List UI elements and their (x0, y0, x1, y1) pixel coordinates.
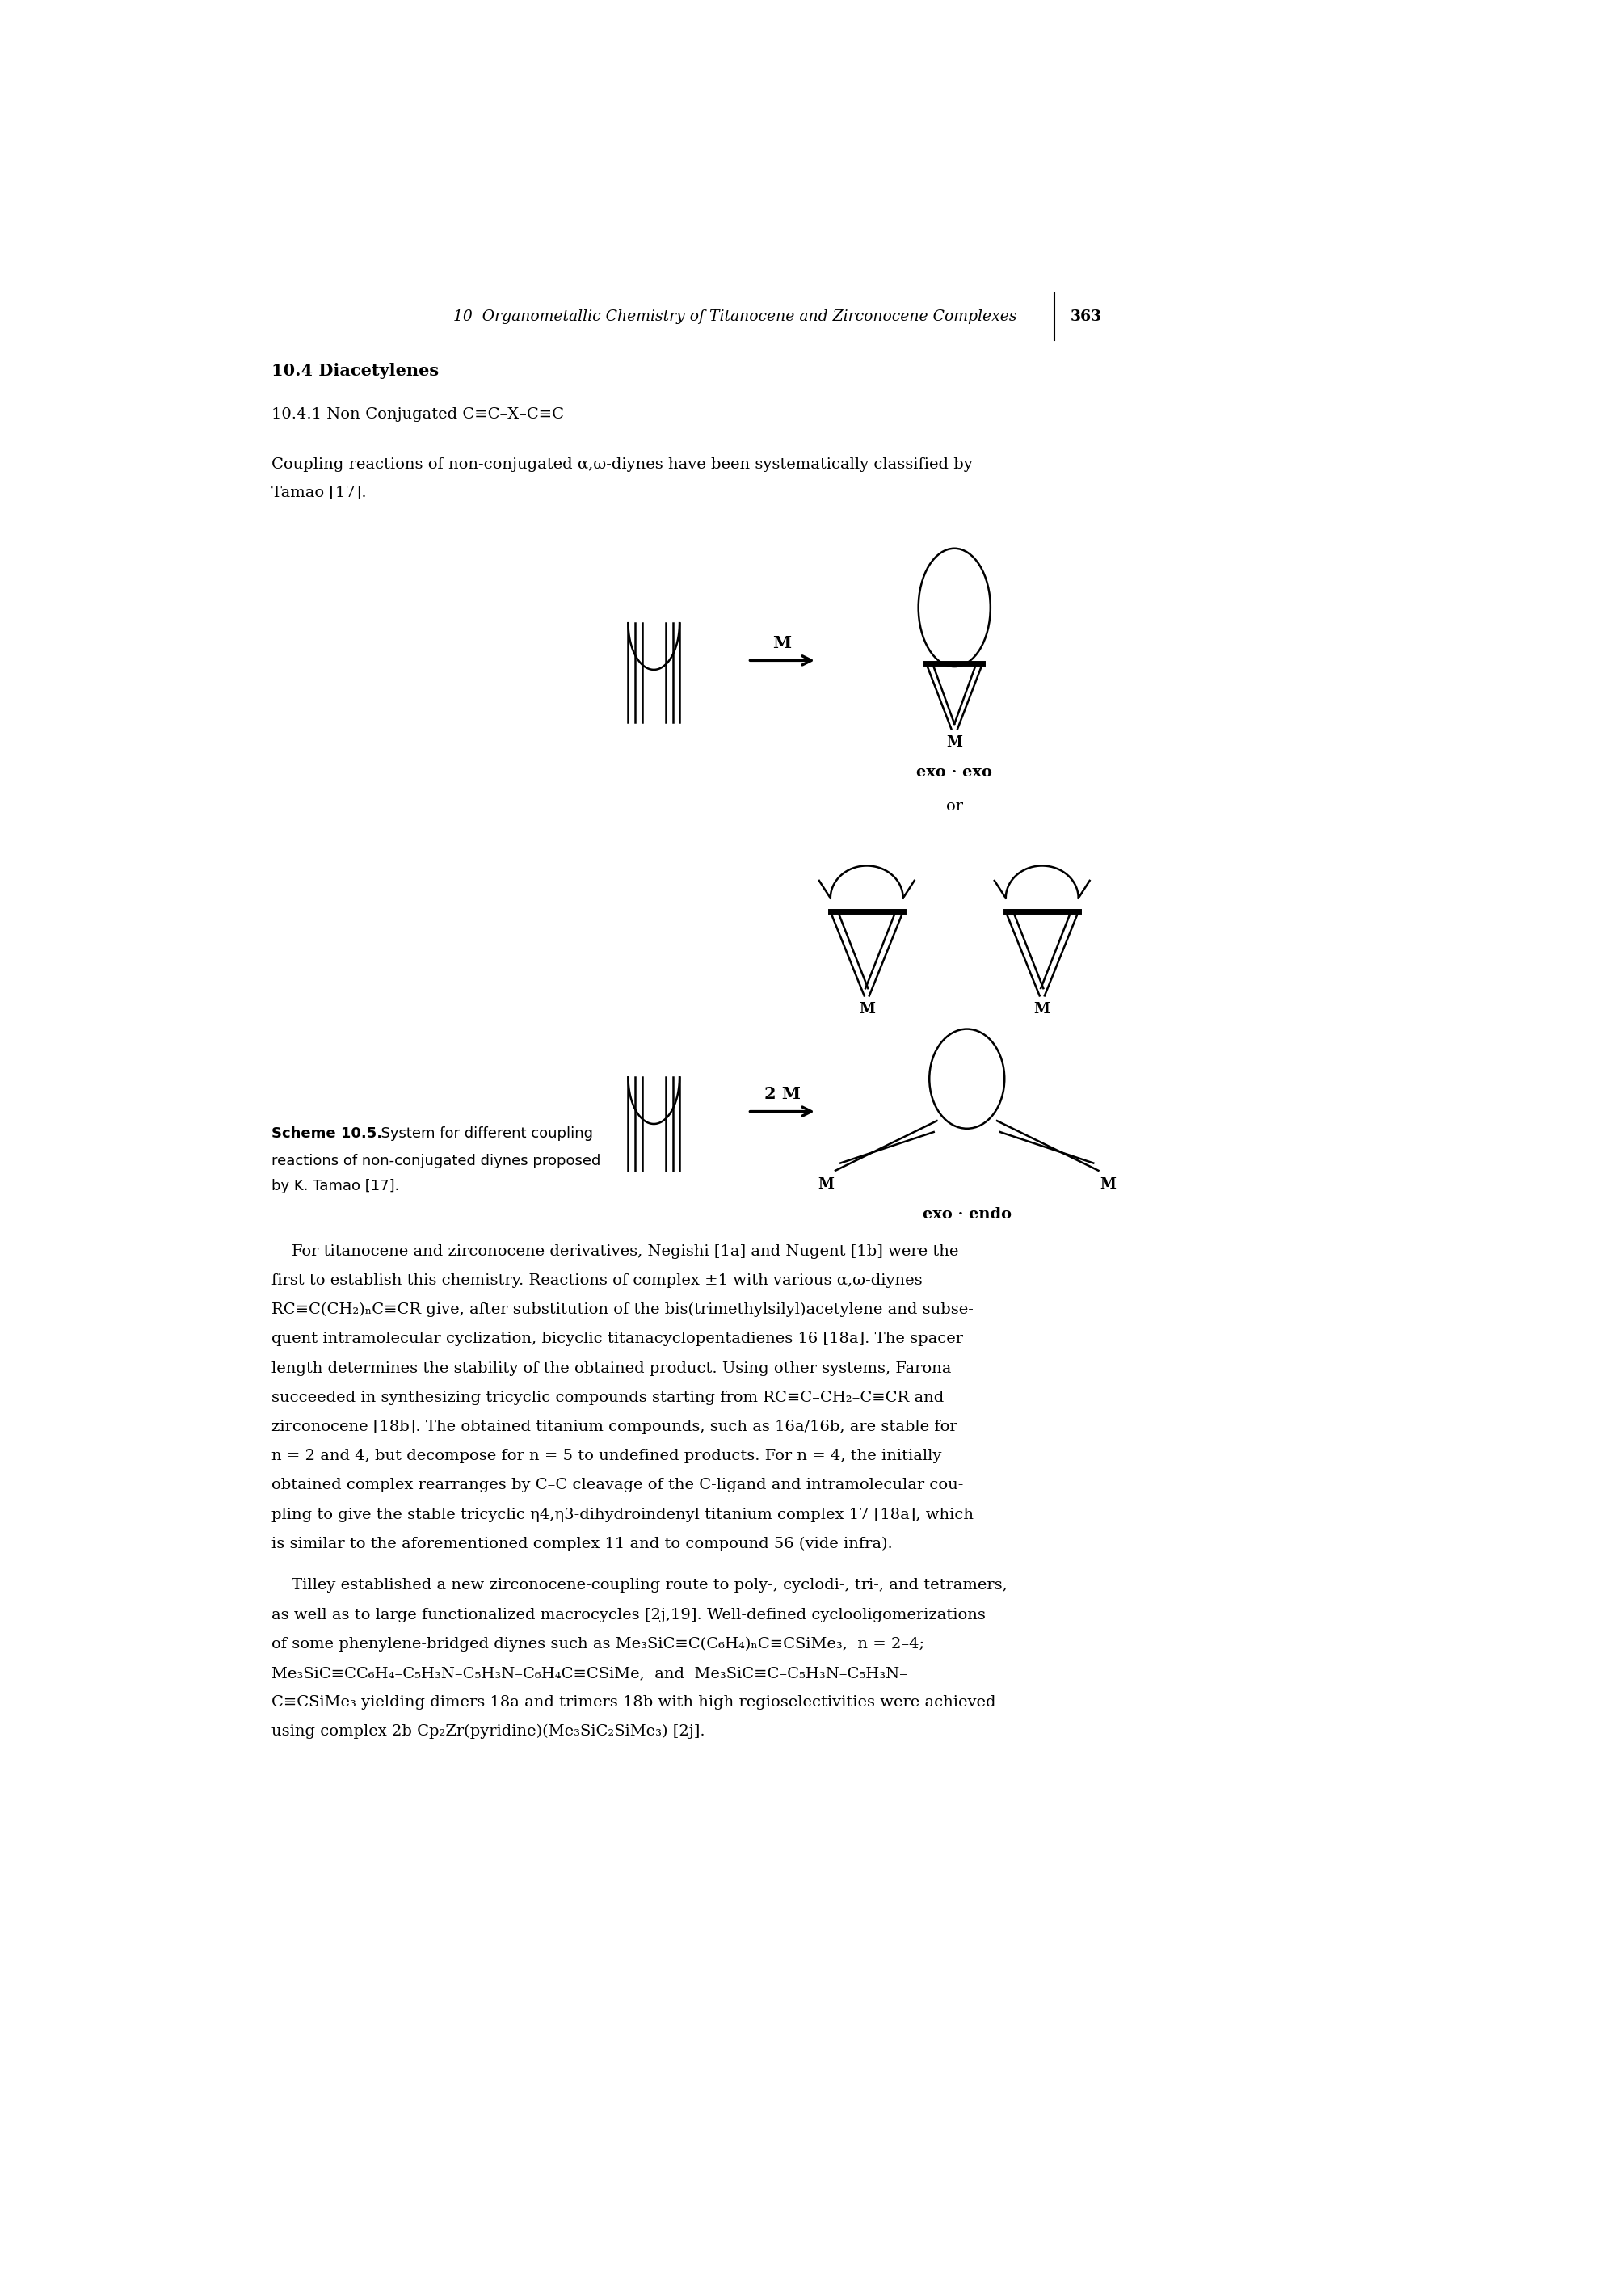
Text: Scheme 10.5.: Scheme 10.5. (271, 1126, 383, 1140)
Text: or: or (945, 799, 963, 815)
Text: 10.4 Diacetylenes: 10.4 Diacetylenes (271, 364, 438, 380)
Text: 363: 363 (1070, 309, 1103, 325)
Text: of some phenylene-bridged diynes such as Me₃SiC≡C(C₆H₄)ₙC≡CSiMe₃,  n = 2–4;: of some phenylene-bridged diynes such as… (271, 1637, 924, 1650)
Text: M: M (773, 634, 791, 650)
Text: exo · endo: exo · endo (922, 1206, 1012, 1222)
Text: zirconocene [18b]. The obtained titanium compounds, such as 16a/16b, are stable : zirconocene [18b]. The obtained titanium… (271, 1419, 958, 1435)
Text: C≡CSiMe₃ yielding dimers 18a and trimers 18b with high regioselectivities were a: C≡CSiMe₃ yielding dimers 18a and trimers… (271, 1696, 996, 1710)
Text: pling to give the stable tricyclic η4,η3-dihydroindenyl titanium complex 17 [18a: pling to give the stable tricyclic η4,η3… (271, 1508, 974, 1522)
Text: M: M (859, 1003, 875, 1016)
Text: For titanocene and zirconocene derivatives, Negishi [1a] and Nugent [1b] were th: For titanocene and zirconocene derivativ… (271, 1245, 958, 1259)
Text: Tamao [17].: Tamao [17]. (271, 485, 367, 499)
Text: exo · exo: exo · exo (916, 765, 992, 781)
Text: M: M (818, 1177, 835, 1193)
Text: M: M (1034, 1003, 1051, 1016)
Text: is similar to the aforementioned complex 11 and to compound 56 (vide infra).: is similar to the aforementioned complex… (271, 1536, 893, 1552)
Text: System for different coupling: System for different coupling (372, 1126, 593, 1140)
Text: first to establish this chemistry. Reactions of complex ±1 with various α,ω-diyn: first to establish this chemistry. React… (271, 1273, 922, 1289)
Text: quent intramolecular cyclization, bicyclic titanacyclopentadienes 16 [18a]. The : quent intramolecular cyclization, bicycl… (271, 1332, 963, 1346)
Text: Tilley established a new zirconocene-coupling route to poly-, cyclodi-, tri-, an: Tilley established a new zirconocene-cou… (271, 1577, 1009, 1593)
Text: using complex 2b Cp₂Zr(pyridine)(Me₃SiC₂SiMe₃) [2j].: using complex 2b Cp₂Zr(pyridine)(Me₃SiC₂… (271, 1724, 705, 1740)
Text: M: M (947, 735, 963, 751)
Text: obtained complex rearranges by C–C cleavage of the C-ligand and intramolecular c: obtained complex rearranges by C–C cleav… (271, 1479, 963, 1492)
Text: reactions of non-conjugated diynes proposed: reactions of non-conjugated diynes propo… (271, 1154, 601, 1167)
Text: as well as to large functionalized macrocycles [2j,19]. Well-defined cyclooligom: as well as to large functionalized macro… (271, 1607, 986, 1623)
Text: Me₃SiC≡CC₆H₄–C₅H₃N–C₅H₃N–C₆H₄C≡CSiMe,  and  Me₃SiC≡C–C₅H₃N–C₅H₃N–: Me₃SiC≡CC₆H₄–C₅H₃N–C₅H₃N–C₆H₄C≡CSiMe, an… (271, 1666, 908, 1680)
Text: M: M (1099, 1177, 1116, 1193)
Text: RC≡C(CH₂)ₙC≡CR give, after substitution of the bis(trimethylsilyl)acetylene and : RC≡C(CH₂)ₙC≡CR give, after substitution … (271, 1302, 974, 1316)
Text: length determines the stability of the obtained product. Using other systems, Fa: length determines the stability of the o… (271, 1362, 952, 1376)
Text: Coupling reactions of non-conjugated α,ω-diynes have been systematically classif: Coupling reactions of non-conjugated α,ω… (271, 458, 973, 472)
Text: 2 M: 2 M (763, 1085, 801, 1101)
Text: succeeded in synthesizing tricyclic compounds starting from RC≡C–CH₂–C≡CR and: succeeded in synthesizing tricyclic comp… (271, 1389, 944, 1405)
Text: 10.4.1 Non-Conjugated C≡C–X–C≡C: 10.4.1 Non-Conjugated C≡C–X–C≡C (271, 407, 565, 421)
Text: 10  Organometallic Chemistry of Titanocene and Zirconocene Complexes: 10 Organometallic Chemistry of Titanocen… (453, 309, 1017, 325)
Text: by K. Tamao [17].: by K. Tamao [17]. (271, 1179, 400, 1193)
Text: n = 2 and 4, but decompose for n = 5 to undefined products. For n = 4, the initi: n = 2 and 4, but decompose for n = 5 to … (271, 1449, 942, 1463)
